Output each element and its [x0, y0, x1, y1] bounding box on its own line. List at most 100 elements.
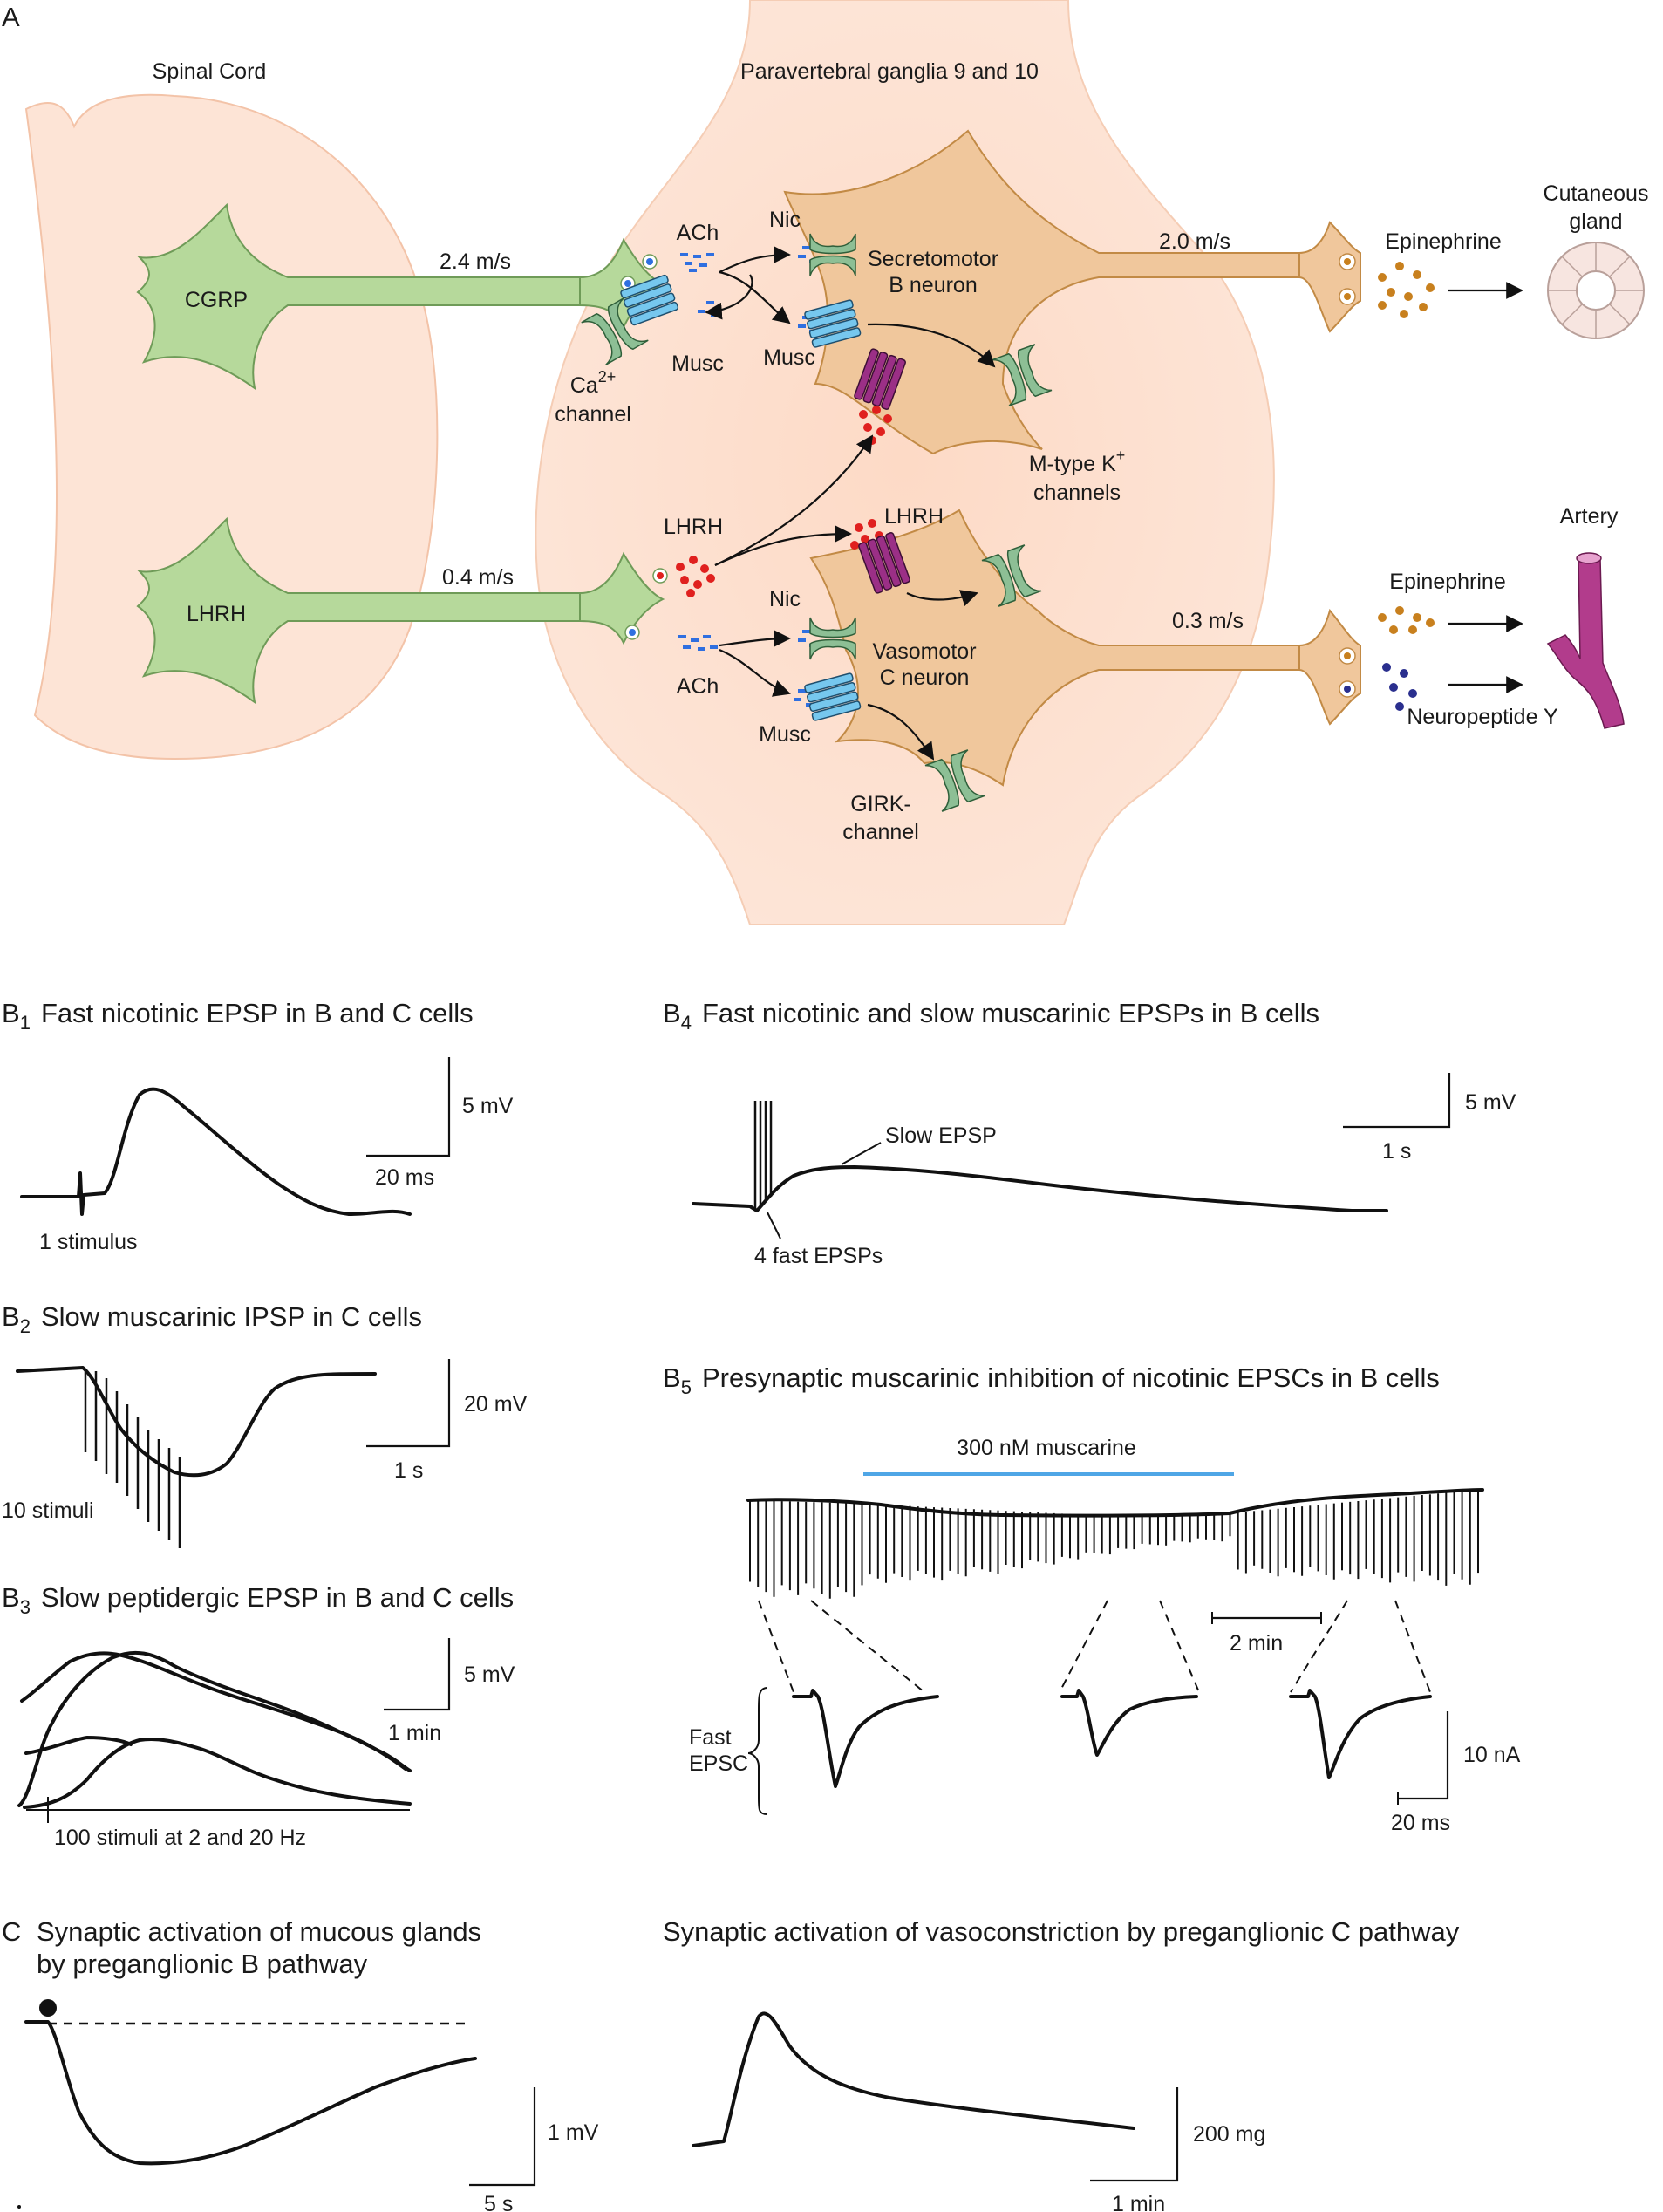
- c-terminal: [1298, 608, 1361, 726]
- b5-epsc-label-line2: EPSC: [689, 1751, 748, 1776]
- b3-trace-20hz-visible: [17, 1650, 412, 1807]
- nic-bottom-label: Nic: [769, 587, 801, 611]
- vasomotor-c-neuron: [809, 509, 1300, 787]
- lhrh-label: LHRH: [187, 602, 246, 626]
- artery-label: Artery: [1560, 504, 1619, 529]
- gland-label-line1: Cutaneous: [1544, 181, 1649, 206]
- panel-b1: B1 Fast nicotinic EPSP in B and C cells 5…: [2, 998, 514, 1254]
- b-neuron-line2: B neuron: [889, 273, 977, 297]
- b5-epsc-control: [792, 1689, 939, 1788]
- b5-epsc-deflections: [749, 1489, 1479, 1599]
- b5-time-label: 2 min: [1230, 1631, 1283, 1656]
- cutaneous-gland: [1547, 242, 1645, 339]
- b1-note: 1 stimulus: [39, 1230, 138, 1254]
- vesicle-core: [629, 629, 636, 636]
- vesicle-core: [1344, 686, 1351, 693]
- b-terminal: [1298, 221, 1361, 333]
- epinephrine-top-label: Epinephrine: [1385, 229, 1501, 254]
- b2-stimulus-spikes: [84, 1369, 181, 1548]
- lhrh-receptor-b: [854, 348, 906, 410]
- cgrp-neuron: [136, 202, 603, 391]
- arrow-lhrh-c: [714, 525, 852, 566]
- vesicle-core: [1344, 293, 1351, 300]
- lhrh-dots-pre: [676, 556, 715, 597]
- b5-epsc-label-line1: Fast: [689, 1725, 732, 1750]
- b5-drug-label: 300 nM muscarine: [957, 1436, 1136, 1460]
- nic-top-label: Nic: [769, 208, 801, 232]
- vesicle-core: [1344, 652, 1351, 659]
- b3-scale-v: 5 mV: [464, 1662, 515, 1687]
- b3-trace-2hz-visible: [23, 1738, 412, 1809]
- arrow-lhrh-mk-c: [906, 590, 978, 607]
- ach-top-label: ACh: [677, 221, 719, 245]
- b3-response-20hz: [20, 1651, 407, 1771]
- vesicle-core: [624, 280, 631, 287]
- spinal-cord-label: Spinal Cord: [153, 59, 267, 84]
- panel-b3: B3 Slow peptidergic EPSP in B and C cells: [2, 1582, 514, 1618]
- npy-label: Neuropeptide Y: [1407, 705, 1558, 729]
- panel-b2: B2 Slow muscarinic IPSP in C cells 20 mV …: [2, 1301, 528, 1548]
- ach-bottom-label: ACh: [677, 674, 719, 699]
- b5-epsc-washout: [1289, 1689, 1432, 1779]
- lhrh-receptor-c: [858, 532, 910, 594]
- lhrh-terminal: [579, 551, 665, 645]
- b4-trace: [692, 1165, 1388, 1212]
- mtype-label: M-type K+: [1029, 447, 1126, 476]
- arrow-ach-nic-c: [719, 630, 791, 647]
- panel-b4-title: B4 Fast nicotinic and slow muscarinic EPS…: [663, 998, 1319, 1034]
- gland-label-line2: gland: [1569, 209, 1622, 234]
- vesicle-core: [646, 258, 653, 265]
- b3-scale-t: 1 min: [388, 1721, 441, 1745]
- nic-receptor-c: [809, 617, 856, 660]
- panel-c-letter: C: [2, 1916, 21, 1947]
- b5-epsc-muscarine: [1060, 1689, 1198, 1757]
- b2-scale-v: 20 mV: [464, 1392, 528, 1417]
- b4-scale-v: 5 mV: [1465, 1090, 1516, 1115]
- lhrh-pre-label: LHRH: [664, 515, 723, 539]
- panel-b3-scale: 5 mV 1 min 100 stimuli at 2 and 20 Hz: [54, 1638, 515, 1850]
- arrow-musc-mk: [867, 323, 996, 368]
- b2-note: 10 stimuli: [2, 1499, 94, 1523]
- musc-c-label: Musc: [759, 722, 811, 747]
- b2-scale-bar: [366, 1359, 451, 1448]
- b1-scale-t: 20 ms: [375, 1165, 434, 1190]
- b5-baseline-trace: [746, 1488, 1484, 1518]
- ganglia-shape: [535, 0, 1275, 925]
- b5-epsc-scale: [1398, 1711, 1449, 1800]
- panel-a: A Spinal Cord Paravertebral ganglia 9 an…: [2, 0, 1648, 925]
- arrow-ach-musc-c: [719, 648, 791, 697]
- c-right-scale-t: 1 min: [1112, 2192, 1165, 2212]
- panel-b4: B4 Fast nicotinic and slow muscarinic EPS…: [663, 998, 1516, 1268]
- b4-fast-leader: [767, 1212, 781, 1239]
- arrow-ach-musc-b: [719, 270, 791, 324]
- musc-b-label: Musc: [763, 345, 815, 370]
- lhrh-post-label: LHRH: [884, 504, 944, 529]
- ca-channel-label-line2: channel: [555, 402, 631, 427]
- b2-scale-t: 1 s: [394, 1458, 423, 1483]
- b2-trace: [16, 1366, 377, 1478]
- cgrp-speed: 2.4 m/s: [440, 249, 511, 274]
- panel-b5-title: B5 Presynaptic muscarinic inhibition of n…: [663, 1362, 1440, 1398]
- panel-b5: B5 Presynaptic muscarinic inhibition of n…: [663, 1362, 1521, 1835]
- panel-b2-title: B2 Slow muscarinic IPSP in C cells: [2, 1301, 422, 1337]
- c-mucous-trace: [24, 2020, 477, 2166]
- ganglia-label: Paravertebral ganglia 9 and 10: [740, 59, 1039, 84]
- b3-note: 100 stimuli at 2 and 20 Hz: [54, 1826, 306, 1850]
- vesicle-core: [1344, 258, 1351, 265]
- c-stimulus-dot: [39, 1999, 57, 2017]
- epinephrine-bottom-label: Epinephrine: [1389, 570, 1505, 594]
- b3-scale-bar: [384, 1638, 451, 1711]
- lhrh-dots-b: [859, 406, 892, 445]
- b4-slow-label: Slow EPSP: [885, 1123, 997, 1148]
- c-left-scale-t: 5 s: [484, 2192, 513, 2212]
- epinephrine-dots-top: [1378, 262, 1435, 318]
- b1-scale-bar: [366, 1057, 451, 1157]
- musc-receptor-b: [804, 299, 862, 348]
- epinephrine-dots-bottom: [1378, 606, 1435, 634]
- b4-fast-spikes: [753, 1101, 773, 1208]
- artery-vessel: [1546, 552, 1625, 729]
- b5-scale-t: 20 ms: [1391, 1811, 1450, 1835]
- nic-receptor-b: [809, 233, 856, 276]
- m-type-k-channel-c: [981, 544, 1042, 607]
- b5-zoom-lines: [758, 1600, 1431, 1693]
